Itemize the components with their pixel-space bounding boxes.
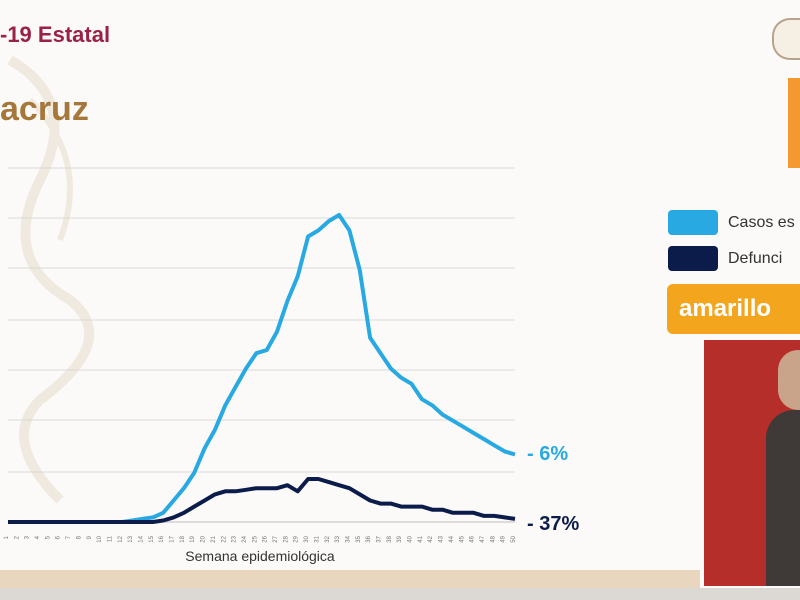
x-tick-label: 32 — [325, 535, 331, 542]
orange-indicator — [788, 78, 800, 168]
interpreter-body — [766, 410, 800, 586]
x-tick-label: 34 — [345, 535, 351, 542]
x-tick-label: 17 — [170, 535, 176, 542]
end-label-defunciones: - 37% — [527, 513, 579, 535]
x-tick-label: 24 — [242, 535, 248, 542]
series-line-casos — [8, 213, 516, 524]
watermark-emblem — [7, 55, 95, 504]
x-tick-label: 15 — [149, 535, 155, 542]
x-tick-label: 5 — [45, 535, 51, 539]
x-tick-label: 9 — [87, 535, 93, 539]
x-tick-label: 28 — [283, 535, 289, 542]
x-tick-label: 43 — [439, 535, 445, 542]
x-tick-label: 47 — [480, 535, 486, 542]
x-tick-label: 1 — [4, 535, 10, 539]
x-tick-label: 49 — [501, 535, 507, 542]
x-tick-label: 46 — [470, 535, 476, 542]
x-tick-label: 16 — [159, 535, 165, 542]
x-tick-label: 29 — [294, 535, 300, 542]
x-tick-label: 22 — [221, 535, 227, 542]
x-tick-label: 38 — [387, 535, 393, 542]
x-tick-label: 20 — [201, 535, 207, 542]
x-tick-label: 27 — [273, 535, 279, 542]
x-tick-label: 33 — [335, 535, 341, 542]
bottom-gray-strip — [0, 588, 800, 600]
legend-swatch-casos — [668, 210, 718, 235]
government-logo — [772, 18, 800, 60]
x-tick-label: 37 — [376, 535, 382, 542]
x-tick-label: 26 — [263, 535, 269, 542]
end-label-casos: - 6% — [527, 443, 568, 465]
x-tick-label: 23 — [232, 535, 238, 542]
state-title: acruz — [0, 90, 89, 128]
legend: Casos es Defunci — [668, 208, 800, 278]
x-tick-label: 7 — [66, 535, 72, 539]
x-tick-label: 31 — [314, 535, 320, 542]
legend-label-defunciones: Defunci — [728, 250, 783, 267]
x-tick-label: 25 — [252, 535, 258, 542]
status-badge: amarillo — [667, 284, 800, 334]
legend-item-casos: Casos es — [668, 208, 800, 235]
chart: 1 2 3 4 5 6 7 8 9 10 11 12 13 14 15 16 17 18 19 20 21 22 23 24 2… — [4, 167, 579, 543]
x-tick-label: 36 — [366, 535, 372, 542]
x-tick-label: 11 — [107, 535, 113, 542]
x-axis-title: Semana epidemiológica — [185, 548, 335, 564]
x-tick-label: 41 — [418, 535, 424, 542]
x-tick-label: 19 — [190, 535, 196, 542]
status-label: amarillo — [679, 295, 772, 322]
x-tick-label: 14 — [139, 535, 145, 542]
x-tick-label: 50 — [511, 535, 517, 542]
x-tick-label: 13 — [128, 535, 134, 542]
x-tick-label: 6 — [56, 535, 62, 539]
interpreter-head — [778, 350, 800, 410]
bottom-decoration — [0, 570, 700, 588]
legend-swatch-defunciones — [668, 246, 718, 271]
x-tick-label: 35 — [356, 535, 362, 542]
slide-title: -19 Estatal — [0, 22, 111, 47]
x-tick-label: 21 — [211, 535, 217, 542]
x-tick-label: 12 — [118, 535, 124, 542]
x-tick-label: 40 — [408, 535, 414, 542]
x-tick-label: 8 — [76, 535, 82, 539]
x-tick-label: 18 — [180, 535, 186, 542]
x-tick-label: 42 — [428, 535, 434, 542]
x-tick-label: 39 — [397, 535, 403, 542]
x-tick-label: 4 — [35, 535, 41, 539]
x-tick-label: 10 — [97, 535, 103, 542]
x-tick-label: 48 — [490, 535, 496, 542]
sign-language-video — [704, 340, 800, 586]
x-tick-label: 3 — [25, 535, 31, 539]
x-tick-label: 45 — [459, 535, 465, 542]
legend-item-defunciones: Defunci — [668, 244, 800, 271]
legend-label-casos: Casos es — [728, 214, 795, 231]
x-tick-label: 2 — [14, 535, 20, 539]
x-tick-label: 44 — [449, 535, 455, 542]
series-line-defunciones — [8, 477, 516, 524]
x-tick-label: 30 — [304, 535, 310, 542]
